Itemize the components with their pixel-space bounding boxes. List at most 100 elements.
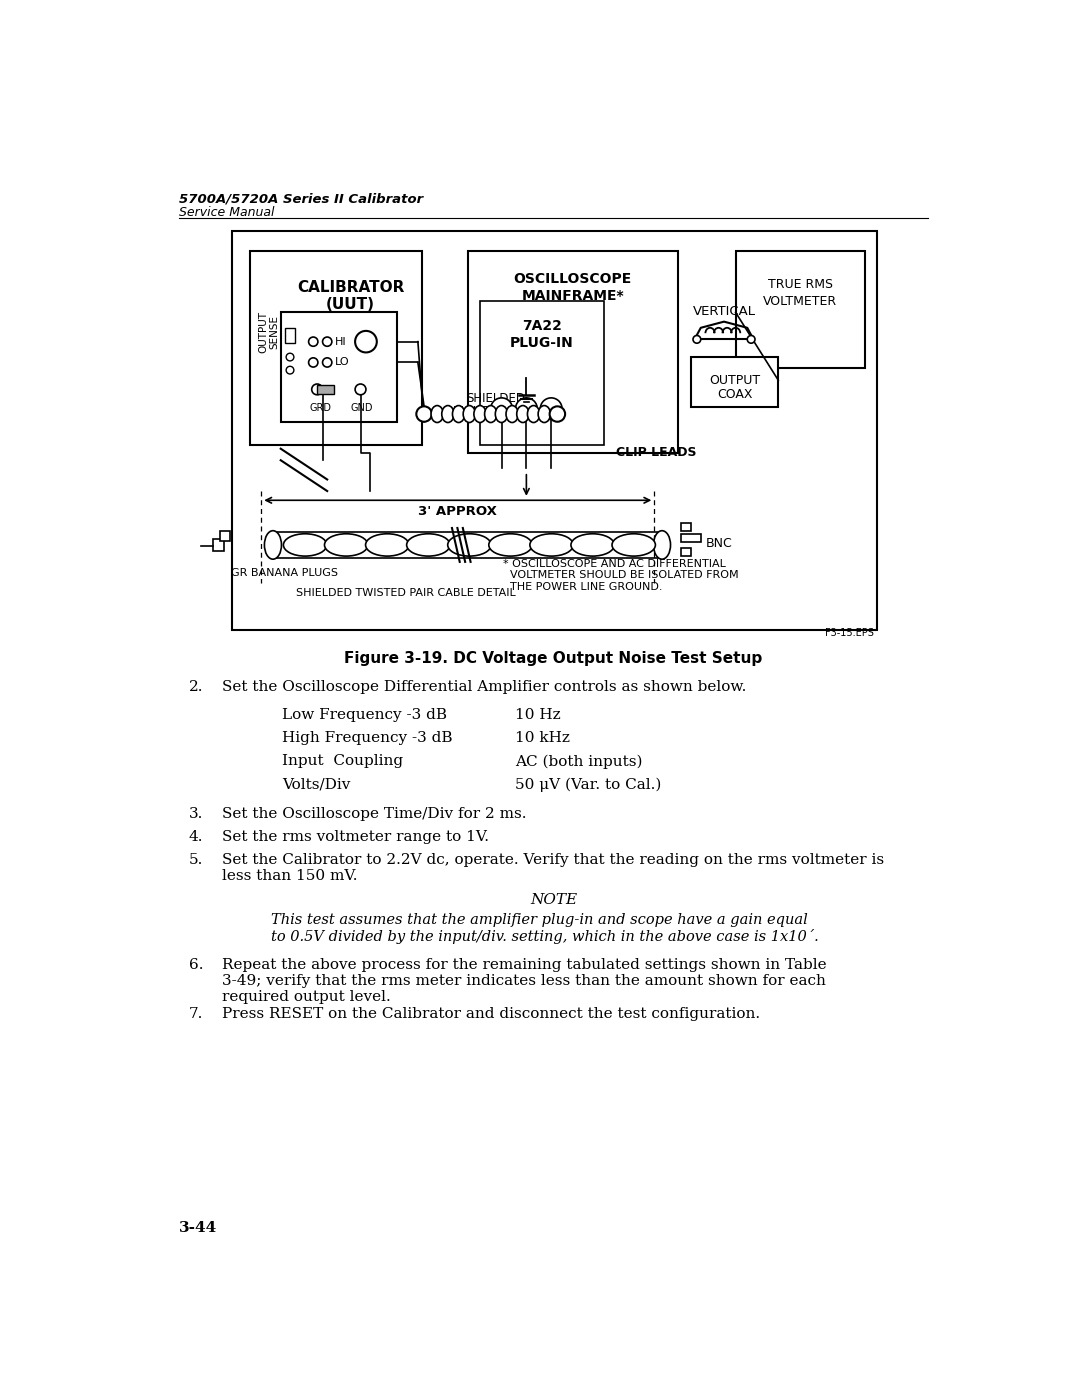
Text: 4.: 4. [189,830,203,844]
Text: CALIBRATOR: CALIBRATOR [297,279,404,295]
Text: Figure 3-19. DC Voltage Output Noise Test Setup: Figure 3-19. DC Voltage Output Noise Tes… [345,651,762,666]
Ellipse shape [527,405,540,422]
Bar [249,251,422,444]
Text: SHIELDED TWISTED PAIR CABLE DETAIL: SHIELDED TWISTED PAIR CABLE DETAIL [296,588,516,598]
Ellipse shape [516,405,529,422]
Bar [318,384,334,394]
Ellipse shape [485,405,497,422]
Bar [469,251,677,453]
Text: GND: GND [351,404,374,414]
Text: LO: LO [335,358,350,367]
Text: OSCILLOSCOPE: OSCILLOSCOPE [514,272,632,286]
Ellipse shape [431,405,443,422]
Text: COAX: COAX [717,388,753,401]
Ellipse shape [489,534,532,556]
Bar [681,524,691,531]
Text: Set the Oscilloscope Time/Div for 2 ms.: Set the Oscilloscope Time/Div for 2 ms. [221,806,526,821]
Text: High Frequency -3 dB: High Frequency -3 dB [282,731,453,745]
Text: CLIP LEADS: CLIP LEADS [616,447,697,460]
Text: PLUG-IN: PLUG-IN [510,335,573,349]
Ellipse shape [324,534,368,556]
Text: 5.: 5. [189,854,203,868]
Text: 2.: 2. [189,680,203,694]
Text: AC (both inputs): AC (both inputs) [515,754,643,768]
Text: TWISTED PAIR: TWISTED PAIR [454,405,537,418]
Ellipse shape [612,534,656,556]
Circle shape [515,398,537,419]
Text: GRD: GRD [309,404,332,414]
Ellipse shape [571,534,615,556]
Ellipse shape [538,405,551,422]
Circle shape [355,331,377,352]
Text: GR BANANA PLUGS: GR BANANA PLUGS [231,569,338,578]
Text: VOLTMETER: VOLTMETER [764,295,837,309]
Text: 50 μV (Var. to Cal.): 50 μV (Var. to Cal.) [515,778,661,792]
Circle shape [550,407,565,422]
Text: MAINFRAME*: MAINFRAME* [522,289,624,303]
Bar [285,328,295,344]
Text: Set the rms voltmeter range to 1V.: Set the rms voltmeter range to 1V. [221,830,489,844]
Text: 7.: 7. [189,1007,203,1021]
Ellipse shape [265,531,282,559]
Ellipse shape [530,534,573,556]
Text: TRUE RMS: TRUE RMS [768,278,833,291]
Text: 5700A/5720A Series II Calibrator: 5700A/5720A Series II Calibrator [179,193,423,205]
Circle shape [323,358,332,367]
Ellipse shape [507,405,518,422]
Text: SHIELDED: SHIELDED [465,393,525,405]
Bar [681,548,691,556]
Text: 3' APPROX: 3' APPROX [418,504,497,518]
Text: OUTPUT: OUTPUT [710,374,760,387]
Text: (UUT): (UUT) [326,298,375,312]
Bar [681,534,701,542]
Text: 10 kHz: 10 kHz [515,731,569,745]
Circle shape [490,398,512,419]
Circle shape [540,398,562,419]
Bar [281,313,397,422]
Ellipse shape [448,534,491,556]
Text: SENSE: SENSE [270,316,280,349]
Ellipse shape [474,405,486,422]
Text: BNC: BNC [706,536,733,550]
Bar [213,539,225,550]
Text: Repeat the above process for the remaining tabulated settings shown in Table
3-4: Repeat the above process for the remaini… [221,958,826,1004]
Text: VERTICAL: VERTICAL [692,305,756,317]
Bar [480,300,604,444]
Text: 3-44: 3-44 [179,1221,217,1235]
Circle shape [693,335,701,344]
Text: Service Manual: Service Manual [179,207,274,219]
Text: This test assumes that the amplifier plug-in and scope have a gain equal
to 0.5V: This test assumes that the amplifier plu… [271,914,819,944]
Bar [220,531,230,541]
Circle shape [309,337,318,346]
Text: 10 Hz: 10 Hz [515,708,561,722]
Text: Set the Calibrator to 2.2V dc, operate. Verify that the reading on the rms voltm: Set the Calibrator to 2.2V dc, operate. … [221,854,883,883]
Ellipse shape [365,534,409,556]
Circle shape [312,384,323,395]
Circle shape [355,384,366,395]
Ellipse shape [407,534,450,556]
Bar [735,251,865,367]
Text: F3-15.EPS: F3-15.EPS [825,629,875,638]
Text: 3.: 3. [189,806,203,821]
Ellipse shape [496,405,508,422]
Text: HI: HI [335,337,347,346]
Circle shape [416,407,432,422]
Bar [691,358,779,407]
Circle shape [286,366,294,374]
Text: NOTE: NOTE [530,893,577,907]
Text: Low Frequency -3 dB: Low Frequency -3 dB [282,708,447,722]
Text: Volts/Div: Volts/Div [282,778,351,792]
Text: * OSCILLOSCOPE AND AC DIFFERENTIAL
  VOLTMETER SHOULD BE ISOLATED FROM
  THE POW: * OSCILLOSCOPE AND AC DIFFERENTIAL VOLTM… [503,559,739,592]
Ellipse shape [442,405,454,422]
Text: Set the Oscilloscope Differential Amplifier controls as shown below.: Set the Oscilloscope Differential Amplif… [221,680,746,694]
Bar [232,231,877,630]
Ellipse shape [283,534,327,556]
Ellipse shape [453,405,464,422]
Ellipse shape [653,531,671,559]
Circle shape [286,353,294,360]
Text: 7A22: 7A22 [522,320,562,334]
Circle shape [309,358,318,367]
Text: 6.: 6. [189,958,203,972]
Text: Press RESET on the Calibrator and disconnect the test configuration.: Press RESET on the Calibrator and discon… [221,1007,760,1021]
Text: Input  Coupling: Input Coupling [282,754,403,768]
